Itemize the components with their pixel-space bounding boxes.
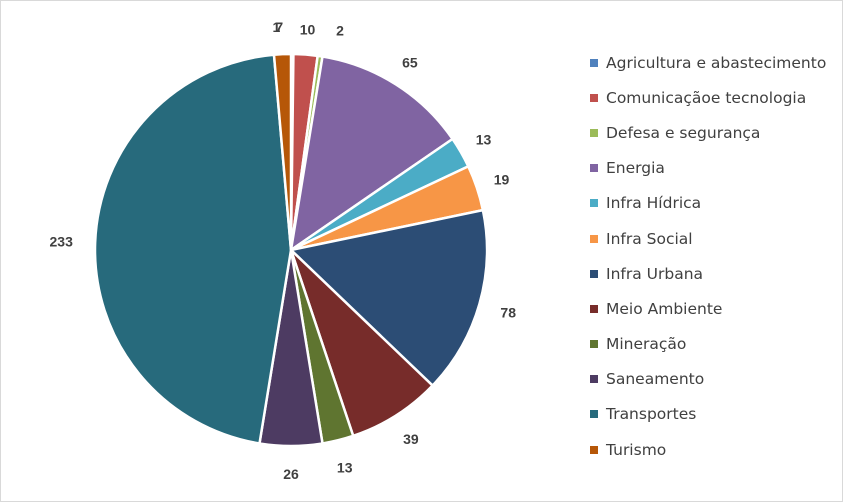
legend-swatch xyxy=(590,128,598,137)
legend-label: Saneamento xyxy=(606,370,705,389)
legend-label: Comunicaçãoe tecnologia xyxy=(606,88,807,107)
legend-item: Turismo xyxy=(590,432,826,467)
legend-swatch xyxy=(590,58,598,67)
data-label-1: 1 xyxy=(273,19,281,35)
legend-item: Energia xyxy=(590,151,826,186)
legend-swatch xyxy=(590,340,598,349)
legend-item: Mineração xyxy=(590,327,826,362)
data-label-9: 13 xyxy=(337,460,353,476)
legend-swatch xyxy=(590,375,598,384)
legend-item: Comunicaçãoe tecnologia xyxy=(590,80,826,115)
legend-label: Infra Hídrica xyxy=(606,194,702,213)
data-label-8: 39 xyxy=(403,431,419,447)
data-label-11: 233 xyxy=(50,233,74,249)
legend-label: Energia xyxy=(606,159,665,178)
legend-item: Transportes xyxy=(590,397,826,432)
legend-swatch xyxy=(590,304,598,313)
legend-swatch xyxy=(590,445,598,454)
legend-label: Transportes xyxy=(606,405,697,424)
data-label-6: 19 xyxy=(494,172,510,188)
legend-item: Saneamento xyxy=(590,362,826,397)
legend-label: Defesa e segurança xyxy=(606,123,761,142)
data-labels: 1 10 2 65 13 19 78 39 13 26 233 7 xyxy=(50,19,517,482)
data-label-4: 65 xyxy=(402,55,418,71)
legend-swatch xyxy=(590,93,598,102)
legend-swatch xyxy=(590,164,598,173)
legend-swatch xyxy=(590,410,598,419)
data-label-10: 26 xyxy=(283,466,299,482)
legend: Agricultura e abastecimento Comunicaçãoe … xyxy=(590,45,826,467)
data-label-5: 13 xyxy=(476,131,492,147)
pie-slice-4 xyxy=(289,55,454,252)
data-label-2: 10 xyxy=(300,22,316,38)
legend-label: Infra Social xyxy=(606,229,693,248)
legend-swatch xyxy=(590,269,598,278)
legend-label: Meio Ambiente xyxy=(606,299,723,318)
legend-swatch xyxy=(590,199,598,208)
legend-item: Infra Urbana xyxy=(590,256,826,291)
legend-item: Meio Ambiente xyxy=(590,291,826,326)
pie-slice-12 xyxy=(272,52,293,252)
legend-item: Infra Social xyxy=(590,221,826,256)
legend-item: Defesa e segurança xyxy=(590,115,826,150)
legend-label: Agricultura e abastecimento xyxy=(606,53,827,72)
pie-slice-7 xyxy=(289,208,489,387)
legend-swatch xyxy=(590,234,598,243)
legend-item: Infra Hídrica xyxy=(590,186,826,221)
pie-slices xyxy=(93,52,489,448)
pie-slice-8 xyxy=(289,248,434,438)
legend-item: Agricultura e abastecimento xyxy=(590,45,826,80)
pie-slice-11 xyxy=(93,53,293,445)
data-label-7: 78 xyxy=(500,304,516,320)
data-label-3: 2 xyxy=(336,23,344,39)
legend-label: Infra Urbana xyxy=(606,264,704,283)
legend-label: Turismo xyxy=(606,440,667,459)
data-label-12: 7 xyxy=(275,19,283,35)
legend-label: Mineração xyxy=(606,335,687,354)
